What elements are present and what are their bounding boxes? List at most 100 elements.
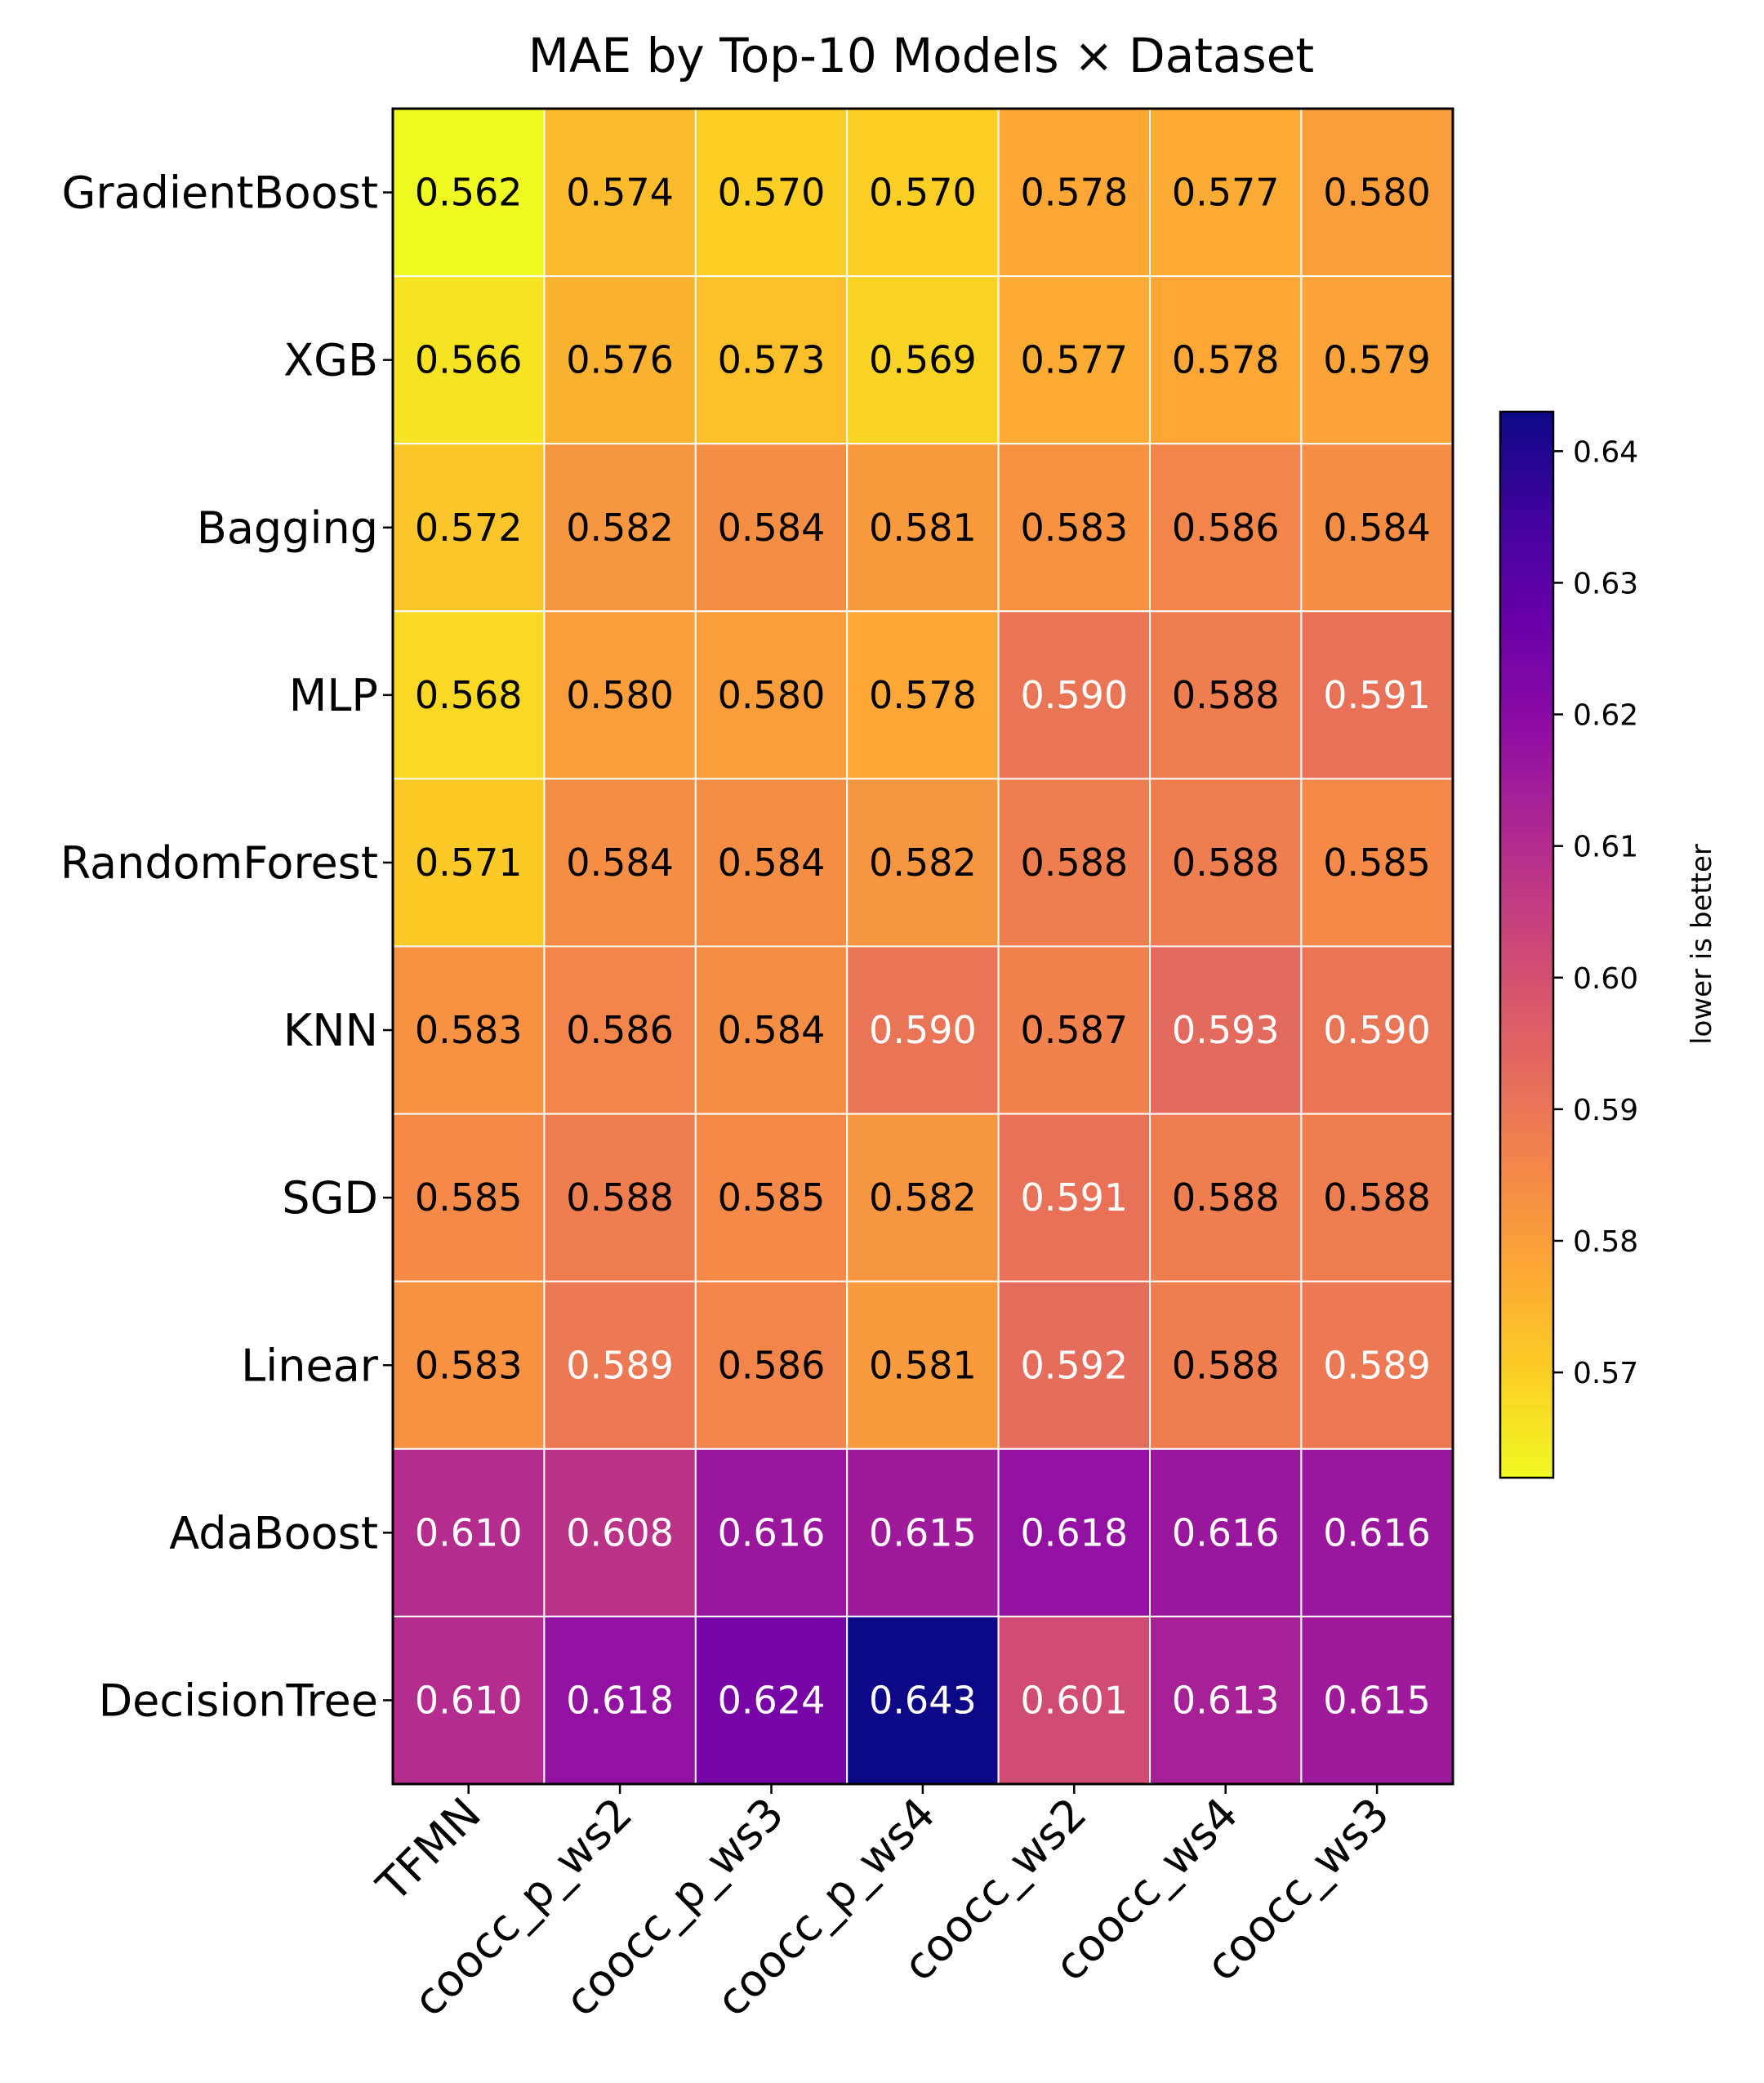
heatmap-cell — [1300, 443, 1454, 613]
cell-value-label: 0.579 — [1323, 338, 1431, 382]
cell-value-label: 0.571 — [415, 841, 523, 885]
heatmap-cell — [997, 275, 1151, 445]
cell-value-label: 0.568 — [415, 673, 523, 717]
heatmap-cell — [997, 443, 1151, 613]
heatmap-cell — [1149, 1615, 1303, 1786]
cell-value-label: 0.616 — [1172, 1510, 1280, 1554]
cell-value-label: 0.592 — [1020, 1343, 1128, 1387]
cell-value-label: 0.582 — [566, 506, 674, 550]
heatmap-cell — [1300, 610, 1454, 780]
chart-title: MAE by Top-10 Models × Dataset — [528, 28, 1314, 83]
cell-value-label: 0.590 — [1020, 673, 1128, 717]
cell-value-label: 0.590 — [1323, 1008, 1431, 1052]
cell-value-label: 0.566 — [415, 338, 523, 382]
cell-value-label: 0.584 — [566, 841, 674, 885]
cell-value-label: 0.608 — [566, 1510, 674, 1554]
cell-value-label: 0.591 — [1020, 1175, 1128, 1220]
cell-value-label: 0.572 — [415, 506, 523, 550]
heatmap-cell — [1149, 275, 1303, 445]
cell-value-label: 0.616 — [1323, 1510, 1431, 1554]
cell-value-label: 0.574 — [566, 171, 674, 215]
cell-value-label: 0.573 — [718, 338, 826, 382]
colorbar-gradient — [1499, 410, 1555, 1479]
cell-value-label: 0.582 — [869, 841, 977, 885]
cell-value-label: 0.588 — [1172, 1343, 1280, 1387]
heatmap-cell — [846, 108, 1000, 278]
colorbar-tick-label: 0.60 — [1573, 962, 1638, 996]
row-label: RandomForest — [60, 837, 378, 889]
heatmap-cell — [1149, 443, 1303, 613]
heatmap-cell — [997, 1280, 1151, 1450]
row-label: MLP — [289, 670, 378, 721]
cell-value-label: 0.570 — [718, 171, 826, 215]
cell-value-label: 0.589 — [1323, 1343, 1431, 1387]
heatmap-cell — [1300, 1113, 1454, 1282]
heatmap-cell — [846, 610, 1000, 780]
cell-value-label: 0.582 — [869, 1175, 977, 1220]
cell-value-label: 0.581 — [869, 1343, 977, 1387]
colorbar-tick-label: 0.58 — [1573, 1225, 1638, 1259]
colorbar-ticks: 0.57 0.58 0.59 0.60 0.61 0.62 0.63 0.64 — [1553, 435, 1638, 1390]
heatmap-cell — [392, 1280, 546, 1450]
cell-value-label: 0.588 — [1323, 1175, 1431, 1220]
heatmap-cell — [392, 443, 546, 613]
heatmap-cell — [694, 1615, 849, 1786]
cell-value-label: 0.583 — [1020, 506, 1128, 550]
cell-value-label: 0.584 — [1323, 506, 1431, 550]
row-label: AdaBoost — [169, 1507, 378, 1559]
cell-value-label: 0.618 — [566, 1678, 674, 1722]
heatmap-cell — [543, 945, 697, 1115]
cell-value-label: 0.585 — [718, 1175, 826, 1220]
cell-value-label: 0.589 — [566, 1343, 674, 1387]
cell-value-label: 0.585 — [1323, 841, 1431, 885]
column-label: TFMN — [367, 1788, 491, 1912]
cell-value-label: 0.586 — [718, 1343, 826, 1387]
heatmap-cells: 0.562 0.574 0.570 0.570 0.578 0.577 0.580 0.566… — [392, 108, 1454, 1786]
cell-value-label: 0.610 — [415, 1510, 523, 1554]
heatmap-cell — [543, 443, 697, 613]
row-labels: GradientBoost XGB Bagging MLP RandomForest KN… — [60, 167, 393, 1726]
plot-frame — [391, 107, 1454, 1786]
heatmap-cell — [694, 945, 849, 1115]
heatmap-cell — [1149, 108, 1303, 278]
heatmap-cell — [694, 778, 849, 948]
row-label: SGD — [282, 1172, 378, 1224]
cell-value-label: 0.601 — [1020, 1678, 1128, 1722]
heatmap-cell — [1300, 1615, 1454, 1786]
heatmap-cell — [1300, 945, 1454, 1115]
colorbar-tick-label: 0.64 — [1573, 435, 1638, 469]
heatmap-cell — [392, 610, 546, 780]
cell-value-label: 0.583 — [415, 1008, 523, 1052]
row-label: XGB — [283, 335, 378, 386]
cell-value-label: 0.577 — [1020, 338, 1128, 382]
heatmap-cell — [543, 1280, 697, 1450]
heatmap-cell — [392, 1113, 546, 1282]
heatmap-cell — [694, 1447, 849, 1617]
colorbar-tick-label: 0.62 — [1573, 699, 1638, 733]
cell-value-label: 0.588 — [1172, 673, 1280, 717]
heatmap-cell — [846, 1280, 1000, 1450]
heatmap-cell — [1300, 1280, 1454, 1450]
heatmap-cell — [1300, 275, 1454, 445]
cell-value-label: 0.569 — [869, 338, 977, 382]
cell-value-label: 0.581 — [869, 506, 977, 550]
cell-value-label: 0.584 — [718, 841, 826, 885]
cell-value-label: 0.615 — [1323, 1678, 1431, 1722]
cell-value-label: 0.590 — [869, 1008, 977, 1052]
cell-value-label: 0.570 — [869, 171, 977, 215]
row-label: Bagging — [197, 502, 378, 554]
heatmap-cell — [997, 108, 1151, 278]
cell-value-label: 0.585 — [415, 1175, 523, 1220]
heatmap-cell — [846, 945, 1000, 1115]
heatmap-cell — [846, 1615, 1000, 1786]
cell-value-label: 0.615 — [869, 1510, 977, 1554]
cell-value-label: 0.584 — [718, 1008, 826, 1052]
row-label: Linear — [241, 1340, 379, 1391]
heatmap-cell — [997, 945, 1151, 1115]
heatmap-cell — [543, 610, 697, 780]
cell-value-label: 0.616 — [718, 1510, 826, 1554]
colorbar-tick-label: 0.57 — [1573, 1357, 1638, 1390]
cell-value-label: 0.591 — [1323, 673, 1431, 717]
heatmap-cell — [997, 1113, 1151, 1282]
